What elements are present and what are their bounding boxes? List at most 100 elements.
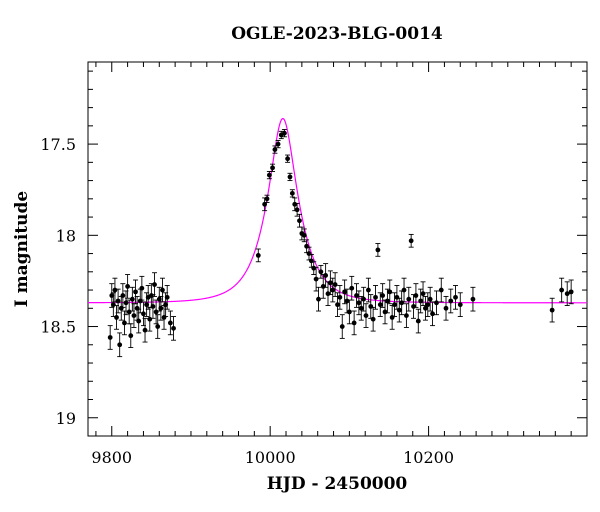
data-point — [323, 263, 329, 288]
point-marker — [139, 285, 145, 291]
data-point — [425, 292, 431, 317]
y-tick-labels: 17.5 18 18.5 19 — [40, 135, 76, 428]
point-marker — [415, 318, 421, 324]
point-marker — [453, 294, 458, 300]
axis-ticks — [88, 62, 588, 437]
point-marker — [270, 165, 275, 171]
data-point — [368, 294, 374, 319]
data-point — [406, 286, 412, 312]
data-point — [270, 163, 276, 172]
point-marker — [427, 296, 433, 302]
point-marker — [365, 287, 371, 293]
data-point — [264, 194, 270, 203]
y-tick-label: 18.5 — [40, 318, 76, 337]
point-marker — [142, 327, 148, 333]
point-marker — [470, 296, 476, 302]
point-marker — [370, 316, 376, 322]
point-marker — [136, 318, 142, 324]
data-point — [401, 277, 407, 303]
data-point — [363, 303, 369, 328]
point-marker — [304, 243, 310, 249]
data-point — [356, 290, 362, 316]
data-point — [377, 292, 383, 317]
point-marker — [301, 232, 307, 238]
point-marker — [349, 285, 355, 291]
point-marker — [123, 300, 129, 306]
point-marker — [363, 313, 369, 318]
point-marker — [120, 293, 126, 298]
point-marker — [294, 207, 300, 213]
y-tick-label: 18 — [56, 226, 76, 245]
point-marker — [335, 302, 340, 308]
data-point — [115, 288, 121, 314]
point-marker — [122, 320, 127, 326]
point-marker — [420, 291, 426, 297]
data-point — [389, 305, 395, 330]
point-marker — [316, 296, 321, 302]
point-marker — [380, 293, 386, 298]
data-points — [107, 129, 574, 358]
y-tick-label: 17.5 — [40, 135, 76, 154]
data-point — [361, 286, 367, 312]
point-marker — [313, 276, 319, 282]
data-point — [275, 139, 281, 149]
data-point — [427, 286, 433, 312]
point-marker — [266, 172, 272, 178]
point-marker — [356, 300, 362, 306]
point-marker — [117, 342, 123, 348]
data-point — [438, 277, 444, 303]
point-marker — [287, 174, 293, 180]
point-marker — [396, 307, 402, 313]
point-marker — [262, 201, 268, 207]
data-point — [375, 243, 381, 257]
data-point — [167, 310, 173, 336]
point-marker — [264, 196, 270, 202]
data-point — [330, 277, 336, 303]
data-point — [281, 129, 287, 138]
point-marker — [434, 300, 439, 306]
point-marker — [332, 282, 338, 287]
point-marker — [392, 302, 397, 308]
data-point — [434, 290, 440, 316]
data-point — [339, 314, 345, 339]
data-point — [335, 292, 340, 317]
data-point — [287, 172, 293, 182]
data-point — [387, 279, 393, 305]
data-point — [382, 299, 388, 325]
data-point — [403, 303, 409, 328]
point-marker — [564, 291, 570, 297]
point-marker — [342, 289, 348, 295]
plot-frame — [87, 61, 588, 437]
y-axis-label: I magnitude — [12, 191, 32, 308]
data-point — [392, 292, 398, 317]
point-marker — [160, 287, 165, 293]
x-tick-labels: 9800 10000 10200 — [91, 448, 454, 467]
point-marker — [308, 258, 314, 264]
point-marker — [171, 325, 176, 331]
data-point — [142, 317, 148, 343]
data-point — [147, 306, 153, 332]
data-point — [470, 286, 476, 312]
data-point — [285, 154, 291, 163]
point-marker — [430, 311, 435, 317]
point-marker — [351, 320, 357, 326]
point-marker — [327, 280, 333, 286]
data-point — [349, 275, 355, 301]
point-marker — [399, 300, 405, 306]
data-point — [123, 290, 129, 316]
point-marker — [394, 294, 400, 300]
point-marker — [167, 320, 173, 326]
point-marker — [115, 298, 121, 304]
data-point — [408, 233, 414, 248]
data-point — [384, 288, 390, 314]
data-point — [272, 145, 278, 154]
point-marker — [413, 293, 419, 298]
point-marker — [346, 309, 352, 315]
point-marker — [418, 298, 424, 304]
point-marker — [129, 296, 135, 302]
data-point — [443, 295, 449, 321]
point-marker — [311, 265, 317, 271]
data-point — [171, 316, 177, 341]
y-tick-label: 19 — [56, 409, 76, 428]
data-point — [139, 275, 145, 301]
